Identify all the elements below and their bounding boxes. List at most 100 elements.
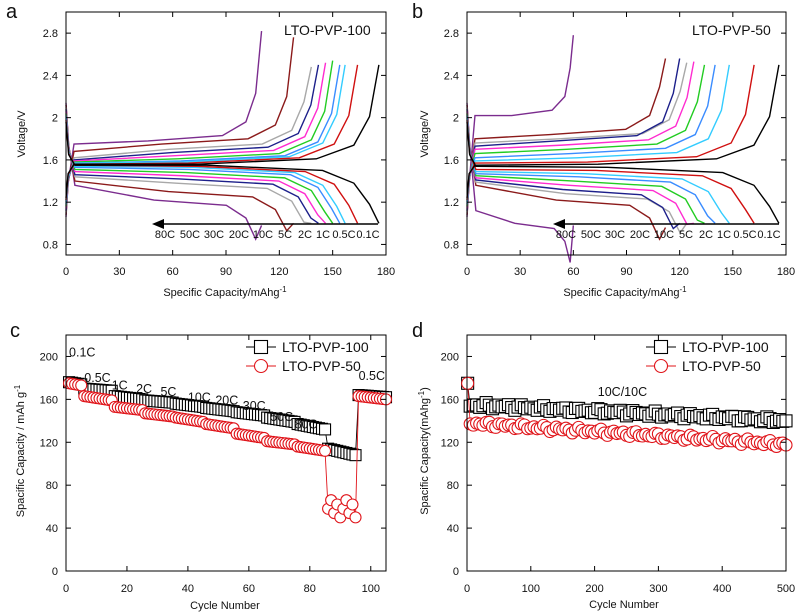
panel-a-xtick-label: 90	[220, 266, 232, 278]
panel-label-b: b	[412, 1, 423, 23]
panel-a-ytick-label: 1.6	[43, 155, 58, 167]
panel-a-rate-label: 30C	[204, 229, 224, 241]
panel-b-rate-label: 20C	[630, 229, 650, 241]
panel-d-legend-marker	[653, 339, 669, 355]
panel-a-xtick-label: 30	[113, 266, 125, 278]
panel-d-ytick-label: 120	[441, 437, 459, 449]
panel-c-ytick-label: 120	[40, 437, 58, 449]
panel-d-axes: 0 100 200 300 400 500 0 40 80 120 160 200	[441, 334, 795, 595]
panel-d-xtick-label: 500	[777, 583, 795, 595]
panel-b-discharge-curve-0p1C	[466, 121, 780, 224]
panel-b-charge-curve-0p1C	[466, 64, 780, 199]
panel-a-title: LTO-PVP-100	[284, 22, 371, 38]
panel-d-ylabel: Spacific Capacity(mAhg-1)	[417, 387, 431, 515]
panel-c-point-LTO-PVP-100	[349, 449, 362, 462]
panel-c-plot-frame	[65, 334, 387, 572]
panel-a-xtick-label: 120	[270, 266, 288, 278]
panel-d-xtick-label: 300	[649, 583, 667, 595]
panel-c-point-LTO-PVP-50	[75, 379, 88, 392]
panel-a-curves	[65, 30, 380, 241]
panel-a-rate-label: 0.5C	[332, 229, 355, 241]
panel-b-ytick-label: 2.8	[444, 28, 459, 40]
panel-d-ytick-label: 0	[453, 566, 459, 578]
panel-c-legend-label: LTO-PVP-50	[282, 358, 361, 374]
panel-c-point-LTO-PVP-50	[346, 498, 359, 511]
panel-label-c: c	[10, 320, 20, 342]
panel-d-markers	[461, 376, 793, 453]
panel-c-legend-marker	[253, 358, 269, 374]
panel-a-voltage-profiles: LTO-PVP-100 80C 50C 30C 20C 10C 5C 2C 1C 0.5C 0.1…	[16, 11, 395, 299]
panel-a-ytick-label: 2.8	[43, 28, 58, 40]
panel-b-rate-labels: 80C 50C 30C 20C 10C 5C 2C 1C 0.5C 0.1C	[553, 219, 781, 241]
panel-d-plot-frame	[466, 334, 787, 572]
panel-a-xtick-label: 0	[63, 266, 69, 278]
panel-d-legend-label: LTO-PVP-100	[682, 339, 769, 355]
panel-c-ytick-label: 160	[40, 394, 58, 406]
panel-d-xtick-label: 100	[522, 583, 540, 595]
panel-b-ytick-label: 2	[453, 113, 459, 125]
panel-a-ytick-label: 2.4	[43, 70, 58, 82]
panel-a-rate-label: 10C	[253, 229, 273, 241]
panel-b-charge-curve-80C	[466, 35, 575, 218]
panel-d-cycling: 10C/10C 0 100 200 300 400 500 0 40 80 120 160 200 L…	[417, 334, 795, 611]
panel-c-xtick-label: 60	[243, 583, 255, 595]
panel-c-rate-annotation: 10C	[188, 391, 211, 405]
panel-b-rate-label: 30C	[605, 229, 625, 241]
panel-a-axes: 0 30 60 90 120 150 180 0.8 1.2 1.6 2 2.4 2.8	[43, 11, 395, 278]
panel-a-rate-label: 2C	[298, 229, 312, 241]
panel-a-xtick-label: 60	[167, 266, 179, 278]
panel-c-legend-marker	[253, 339, 269, 355]
panel-a-ytick-label: 2	[52, 113, 58, 125]
panel-d-annotations: 10C/10C	[598, 385, 647, 399]
panel-c-xtick-label: 40	[182, 583, 194, 595]
panel-b-title: LTO-PVP-50	[692, 22, 771, 38]
panel-d-ytick-label: 160	[441, 394, 459, 406]
panel-b-charge-curve-50C	[466, 58, 667, 215]
panel-d-ytick-label: 200	[441, 351, 459, 363]
panel-b-xtick-label: 30	[514, 266, 526, 278]
panel-c-xtick-label: 100	[362, 583, 380, 595]
panel-b-ytick-label: 0.8	[444, 239, 459, 251]
panel-d-legend: LTO-PVP-100 LTO-PVP-50	[646, 339, 769, 374]
panel-a-rate-label: 0.1C	[356, 229, 379, 241]
panel-c-rate-annotation: 0.1C	[69, 345, 95, 359]
panel-b-rate-label: 5C	[679, 229, 693, 241]
panel-b-xtick-label: 60	[567, 266, 579, 278]
panel-c-rate-annotation: 0.5C	[84, 371, 110, 385]
panel-c-rate-annotation: 30C	[243, 399, 266, 413]
panel-label-a: a	[6, 1, 18, 23]
panel-a-rate-arrow-head	[152, 219, 164, 229]
panel-d-xtick-label: 200	[585, 583, 603, 595]
panel-c-xtick-label: 80	[304, 583, 316, 595]
panel-b-rate-arrow-head	[553, 219, 565, 229]
panel-c-rate-annotation: 80C	[295, 417, 318, 431]
panel-label-d: d	[412, 320, 423, 342]
panel-b-curves	[466, 35, 780, 263]
panel-a-charge-curve-1C	[65, 64, 346, 203]
panel-b-ylabel: Voltage/V	[419, 110, 431, 158]
panel-a-ylabel: Voltage/V	[16, 110, 28, 158]
panel-c-legend: LTO-PVP-100 LTO-PVP-50	[246, 339, 369, 374]
panel-d-legend-marker	[653, 358, 669, 374]
panel-c-xtick-label: 20	[121, 583, 133, 595]
panel-b-voltage-profiles: LTO-PVP-50 80C 50C 30C 20C 10C 5C 2C 1C 0.5C 0.1C…	[419, 11, 795, 299]
panel-c-ytick-label: 200	[40, 351, 58, 363]
panel-d-ytick-label: 40	[447, 523, 459, 535]
panel-b-rate-label: 1C	[717, 229, 731, 241]
panel-a-rate-label: 20C	[229, 229, 249, 241]
panel-d-point-LTO-PVP-50	[461, 376, 475, 390]
panel-c-rate-annotation: 1C	[112, 379, 128, 393]
panel-a-rate-label: 50C	[180, 229, 200, 241]
panel-c-axes: 0 20 40 60 80 100 0 40 80 120 160 200	[40, 334, 387, 595]
panel-b-xtick-label: 120	[670, 266, 688, 278]
panel-b-xtick-label: 180	[777, 266, 795, 278]
panel-b-rate-label: 50C	[581, 229, 601, 241]
panel-b-ytick-label: 1.6	[444, 155, 459, 167]
panel-b-axes: 0 30 60 90 120 150 180 0.8 1.2 1.6 2 2.4 2.8	[444, 11, 795, 278]
panel-d-xtick-label: 400	[713, 583, 731, 595]
panel-c-ytick-label: 0	[52, 566, 58, 578]
panel-b-rate-label: 80C	[556, 229, 576, 241]
panel-a-xlabel: Specific Capacity/mAhg-1	[163, 285, 287, 299]
panel-a-discharge-curve-0p1C	[65, 121, 380, 224]
